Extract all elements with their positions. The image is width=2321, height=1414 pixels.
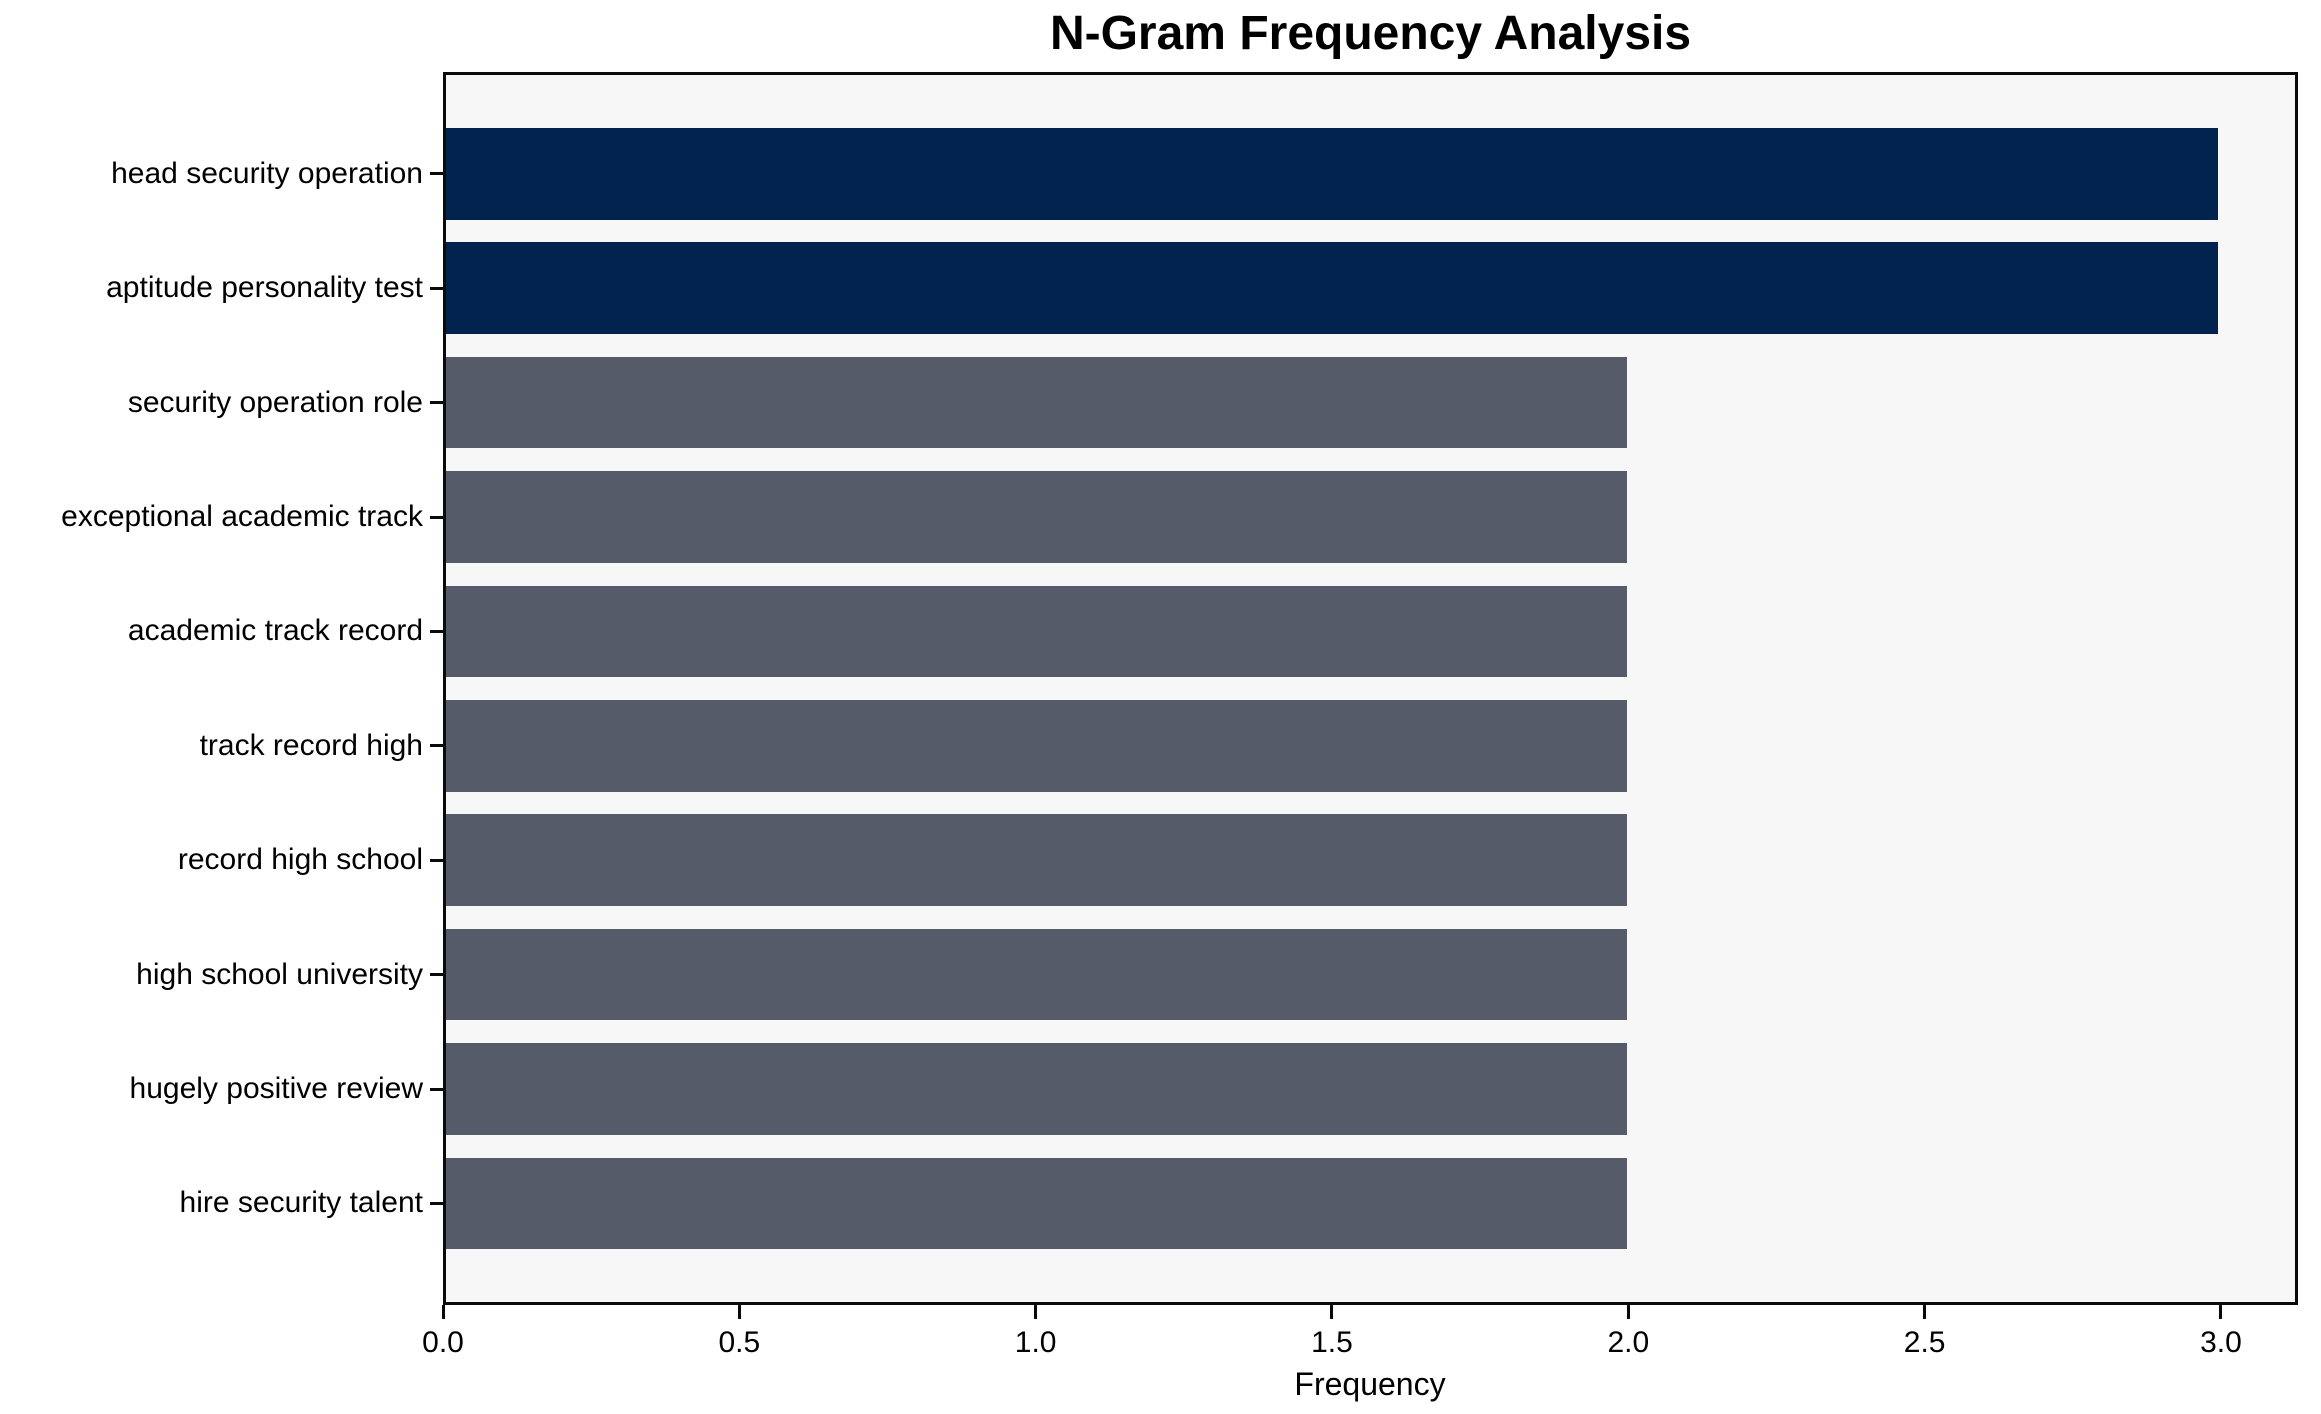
- bar: [446, 471, 1628, 563]
- y-tick-label: track record high: [199, 728, 423, 762]
- x-tick-mark: [1923, 1305, 1927, 1319]
- y-tick-mark: [430, 973, 443, 977]
- bar: [446, 700, 1628, 792]
- x-tick-mark: [1330, 1305, 1334, 1319]
- y-tick-label: hire security talent: [179, 1186, 423, 1220]
- x-tick-label: 3.0: [2200, 1326, 2242, 1359]
- y-tick-label: exceptional academic track: [61, 500, 423, 533]
- x-tick-label: 0.5: [718, 1326, 761, 1359]
- y-tick-label: academic track record: [127, 614, 423, 648]
- y-tick-label: head security operation: [111, 156, 423, 190]
- bar: [446, 928, 1628, 1021]
- y-tick-mark: [430, 401, 443, 405]
- plot-area: [443, 72, 2298, 1305]
- bar: [446, 128, 2219, 220]
- y-tick-mark: [430, 286, 443, 290]
- bar: [446, 814, 1628, 906]
- y-tick-mark: [430, 744, 443, 748]
- x-tick-mark: [737, 1305, 741, 1319]
- y-tick-mark: [430, 1087, 443, 1091]
- x-tick-label: 0.0: [422, 1326, 464, 1359]
- x-tick-label: 1.5: [1311, 1326, 1353, 1359]
- bar: [446, 356, 1628, 449]
- y-tick-label: record high school: [177, 843, 423, 877]
- y-tick-label: hugely positive review: [129, 1072, 423, 1105]
- y-tick-mark: [430, 1201, 443, 1205]
- x-tick-mark: [441, 1305, 445, 1319]
- x-axis-label: Frequency: [1294, 1366, 1446, 1402]
- y-tick-label: high school university: [136, 957, 423, 991]
- y-tick-mark: [430, 515, 443, 519]
- bar: [446, 1043, 1628, 1135]
- bar: [446, 585, 1628, 678]
- y-tick-mark: [430, 858, 443, 862]
- x-tick-label: 1.0: [1014, 1326, 1057, 1359]
- y-tick-mark: [430, 172, 443, 176]
- x-tick-label: 2.0: [1607, 1326, 1650, 1359]
- x-tick-label: 2.5: [1903, 1326, 1946, 1359]
- bar: [446, 1157, 1628, 1250]
- y-tick-label: aptitude personality test: [106, 271, 423, 305]
- x-tick-mark: [1626, 1305, 1630, 1319]
- y-tick-mark: [430, 629, 443, 633]
- bar: [446, 242, 2219, 334]
- x-tick-mark: [2219, 1305, 2223, 1319]
- chart-title: N-Gram Frequency Analysis: [1049, 7, 1692, 60]
- y-tick-label: security operation role: [127, 385, 423, 419]
- x-tick-mark: [1034, 1305, 1038, 1319]
